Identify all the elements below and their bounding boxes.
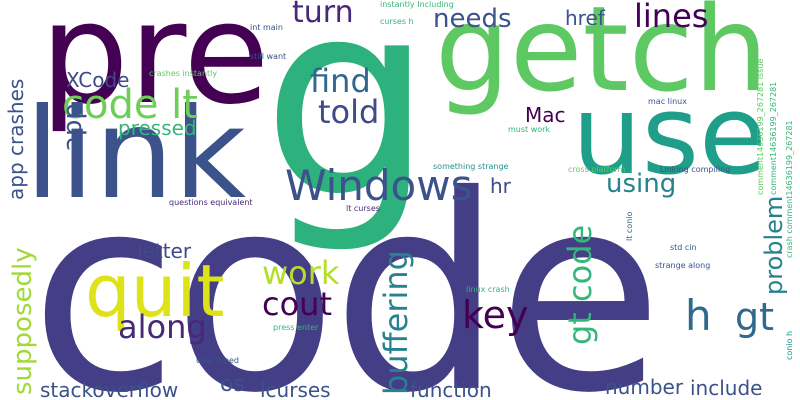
word-cross-platform: cross platform — [568, 165, 626, 174]
word-press-enter: press enter — [273, 323, 319, 332]
word-using: using — [606, 169, 677, 199]
word-hr: hr — [490, 174, 511, 198]
word-buffering: buffering — [377, 250, 415, 395]
word-strange-along: strange along — [655, 261, 711, 270]
word-link: link — [25, 82, 247, 227]
word-gt: gt — [735, 295, 775, 339]
word-stackoverflow: stackoverflow — [40, 378, 179, 400]
word-h: h — [685, 291, 712, 340]
word-getch: getch — [435, 0, 769, 118]
word-something-strange: something strange — [433, 162, 509, 171]
word-still-want: still want — [250, 52, 287, 61]
word-app: app — [58, 103, 88, 152]
word-code: code — [30, 137, 663, 400]
word-cout: cout — [262, 285, 332, 323]
word-xcode: XCode — [66, 68, 130, 92]
word-pressed: pressed — [118, 116, 197, 140]
word-needs: needs — [433, 4, 512, 34]
word-linux-crash: linux crash — [466, 285, 510, 294]
word-href: href — [565, 6, 605, 30]
word-user-typed: user typed — [196, 356, 239, 365]
word-int-main: int main — [250, 23, 283, 32]
word-crash-comment: crash comment14636199_267281 — [785, 120, 794, 258]
word-use: use — [572, 71, 767, 199]
word-lines: lines — [634, 0, 709, 35]
word-turn: turn — [292, 0, 354, 30]
word-linking-compiling: Linking compiling — [660, 165, 731, 174]
word-along: along — [118, 308, 207, 346]
word-include: include — [690, 376, 763, 400]
word-crashes-instantly: crashes instantly — [149, 69, 218, 78]
word-comment-id: comment14636199_267281 — [769, 81, 778, 195]
word-supposedly: supposedly — [8, 247, 38, 395]
word-curses-h: curses h — [380, 17, 414, 26]
word-must-work: must work — [508, 125, 551, 134]
word-gt-code: gt code — [561, 224, 599, 345]
word-number: number — [605, 375, 684, 399]
word-told: told — [318, 93, 380, 131]
word-quit: quit — [85, 249, 225, 333]
word-g: g — [262, 0, 434, 257]
word-comment-issue: comment14636199_267281 issue — [756, 58, 765, 195]
word-mac-linux: mac linux — [648, 97, 687, 106]
word-app-crashes: app crashes — [4, 78, 28, 200]
word-letter: letter — [137, 239, 192, 263]
word-std-cin: std cin — [670, 243, 697, 252]
word-os: os — [220, 372, 245, 397]
word-lt-curses: lt curses — [346, 204, 380, 213]
word-work: work — [262, 254, 340, 292]
word-conio-h: conio h — [785, 330, 794, 360]
word-code-lt: code lt — [62, 82, 198, 128]
word-problem: problem — [760, 195, 788, 295]
word-questions-equivalent: questions equivalent — [169, 198, 253, 207]
word-mac: Mac — [525, 103, 566, 127]
word-lcurses: lcurses — [260, 378, 331, 400]
word-instantly-including: instantly Including — [380, 0, 454, 9]
word-lt-conio: lt conio — [625, 211, 634, 241]
word-key: key — [462, 293, 529, 337]
word-windows: Windows — [285, 161, 473, 210]
word-find: find — [310, 62, 371, 100]
word-function: function — [410, 378, 492, 400]
word-pre: pre — [40, 0, 270, 136]
